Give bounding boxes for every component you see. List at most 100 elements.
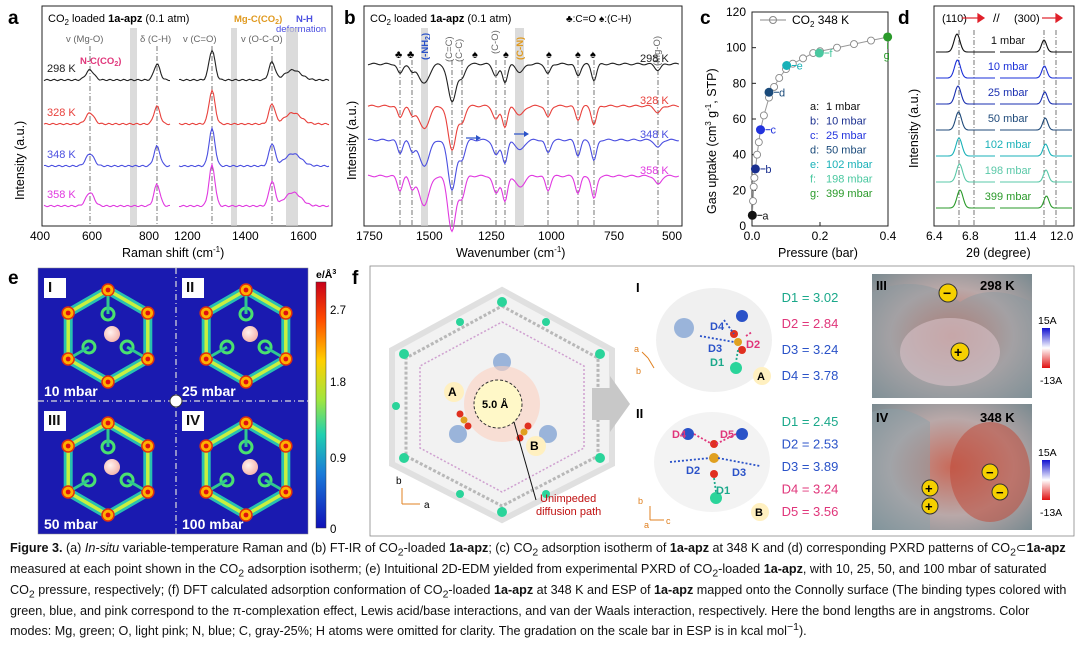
distance-entry: D5 = 3.56	[782, 504, 839, 519]
isotherm-point	[867, 36, 875, 45]
isotherm-legend-key: e:	[810, 159, 819, 171]
distance-entry: D1 = 3.02	[782, 290, 839, 305]
distance-entry: D4 = 3.24	[782, 482, 839, 497]
svg-text:1000: 1000	[538, 229, 565, 243]
ann-voco: v (O-C-O)	[241, 34, 283, 45]
svg-text:D2: D2	[686, 465, 700, 477]
svg-text:♠: ♠	[472, 49, 478, 61]
isotherm-marked-point	[756, 125, 765, 135]
ir-temp-label: 358 K	[640, 165, 669, 177]
isotherm-point	[753, 150, 762, 159]
svg-text:750: 750	[604, 229, 624, 243]
svg-text:−: −	[943, 285, 951, 301]
panel-a-title: CO2 loaded 1a-apz (0.1 atm)	[48, 13, 189, 27]
c-ytick: 60	[733, 112, 747, 126]
svg-text:1400: 1400	[232, 229, 259, 243]
panel-f: f 5.0 Å A B	[352, 265, 1075, 537]
panel-d-letter: d	[898, 8, 910, 29]
distances-I: D1 = 3.02 D2 = 2.84 D3 = 3.24 D4 = 3.78	[782, 290, 839, 383]
label-mgo: (Mg-O)	[652, 36, 663, 66]
c-ytick: 20	[733, 183, 747, 197]
isotherm-point	[759, 111, 768, 120]
panel-d-ylabel: Intensity (a.u.)	[907, 89, 921, 168]
isotherm-point-label: e	[797, 61, 803, 73]
svg-text:−: −	[996, 485, 1004, 500]
panel-f-letter: f	[352, 268, 359, 289]
raman-temp-label: 348 K	[47, 149, 76, 161]
raman-curve	[43, 49, 330, 82]
shade-band	[231, 28, 237, 226]
svg-text:6.8: 6.8	[962, 229, 979, 243]
isotherm-marked-point	[747, 210, 757, 220]
distance-entry: D3 = 3.89	[782, 459, 839, 474]
pxrd-curve	[936, 59, 1072, 79]
ir-curve	[367, 138, 679, 192]
pxrd-curve	[936, 33, 1072, 53]
ann-vmgo: v (Mg-O)	[66, 34, 103, 45]
panel-a: a CO2 loaded 1a-apz (0.1 atm) v (Mg-O) δ…	[8, 5, 333, 260]
figure-caption: Figure 3. (a) In-situ variable-temperatu…	[10, 541, 1067, 639]
edm-map-roman: IV	[186, 412, 200, 429]
c-xtick: 0.4	[880, 229, 897, 243]
esp-IV: IV 348 K + + − − 15A -13A	[872, 404, 1062, 530]
ir-temp-label: 348 K	[640, 129, 669, 141]
ann-dch: δ (C-H)	[140, 34, 171, 45]
pxrd-curve	[936, 163, 1072, 183]
c-ytick: 100	[726, 41, 746, 55]
isotherm-legend-key: d:	[810, 145, 819, 157]
panel-a-letter: a	[8, 8, 19, 29]
isotherm-legend-key: b:	[810, 116, 819, 128]
raman-temp-labels: 298 K 328 K 348 K 358 K	[47, 63, 76, 201]
distance-entry: D1 = 2.45	[782, 414, 839, 429]
detail-II-roman: II	[636, 406, 643, 421]
negative-charge-icon	[938, 283, 958, 303]
isotherm-legend-value: 399 mbar	[826, 188, 873, 200]
edm-map-pressure: 50 mbar	[44, 516, 98, 532]
svg-text:+: +	[954, 344, 962, 360]
isotherm-legend-key: g:	[810, 188, 819, 200]
svg-text:a: a	[424, 500, 430, 511]
distance-entry: D2 = 2.84	[782, 316, 839, 331]
svg-text:+: +	[925, 481, 933, 496]
edm-colorbar	[315, 281, 327, 529]
svg-text:1200: 1200	[174, 229, 201, 243]
panel-a-ylabel: Intensity (a.u.)	[13, 121, 27, 200]
esp-IV-temp: 348 K	[980, 410, 1015, 425]
isotherm-point	[750, 173, 759, 182]
isotherm-legend: a: 1 mbar b: 10 mbar c: 25 mbar d: 50 mbar e: 102…	[810, 101, 873, 200]
svg-text:c: c	[666, 516, 671, 526]
edm-maps: I 10 mbar II 25 mbar III 50 mbar IV 100 mbar	[44, 278, 293, 532]
isotherm-marked-point	[782, 61, 792, 70]
svg-text:D1: D1	[710, 357, 724, 369]
positive-charge-icon	[950, 342, 970, 362]
co2-molecules	[456, 410, 532, 442]
isotherm-point-label: a	[762, 210, 769, 222]
esp-III-roman: III	[876, 278, 887, 293]
pxrd-curve	[936, 137, 1072, 157]
ir-curve	[367, 62, 680, 103]
c-ytick: 80	[733, 76, 747, 90]
pxrd-pressure-label: 50 mbar	[988, 113, 1029, 125]
panel-d-xlabel: 2θ (degree)	[966, 246, 1031, 260]
edm-map-roman: III	[48, 412, 61, 429]
svg-text:a: a	[634, 344, 639, 354]
panel-c-ylabel: Gas uptake (cm3 g-1, STP)	[704, 68, 719, 214]
distance-entry: D4 = 3.78	[782, 368, 839, 383]
svg-text:1750: 1750	[356, 229, 383, 243]
panel-b-letter: b	[344, 8, 356, 29]
svg-text:1600: 1600	[290, 229, 317, 243]
pxrd-curve	[936, 111, 1072, 131]
panel-b-title: CO2 loaded 1a-apz (0.1 atm)	[370, 13, 511, 27]
svg-text:♣: ♣	[395, 49, 402, 61]
distances-II: D1 = 2.45 D2 = 2.53 D3 = 3.89 D4 = 3.24 D5 =…	[782, 414, 839, 519]
ir-temp-labels: 298 K 328 K 348 K 358 K	[640, 53, 669, 177]
isotherm-point-label: b	[765, 164, 771, 176]
svg-text:800: 800	[139, 229, 159, 243]
edm-map-roman: I	[48, 279, 52, 296]
axis-indicator	[401, 488, 420, 505]
isotherm-point-label: g	[884, 50, 890, 62]
panel-b-xticks: 1750 1500 1250 1000 750 500	[356, 229, 682, 243]
isotherm-point-label: c	[771, 125, 777, 137]
